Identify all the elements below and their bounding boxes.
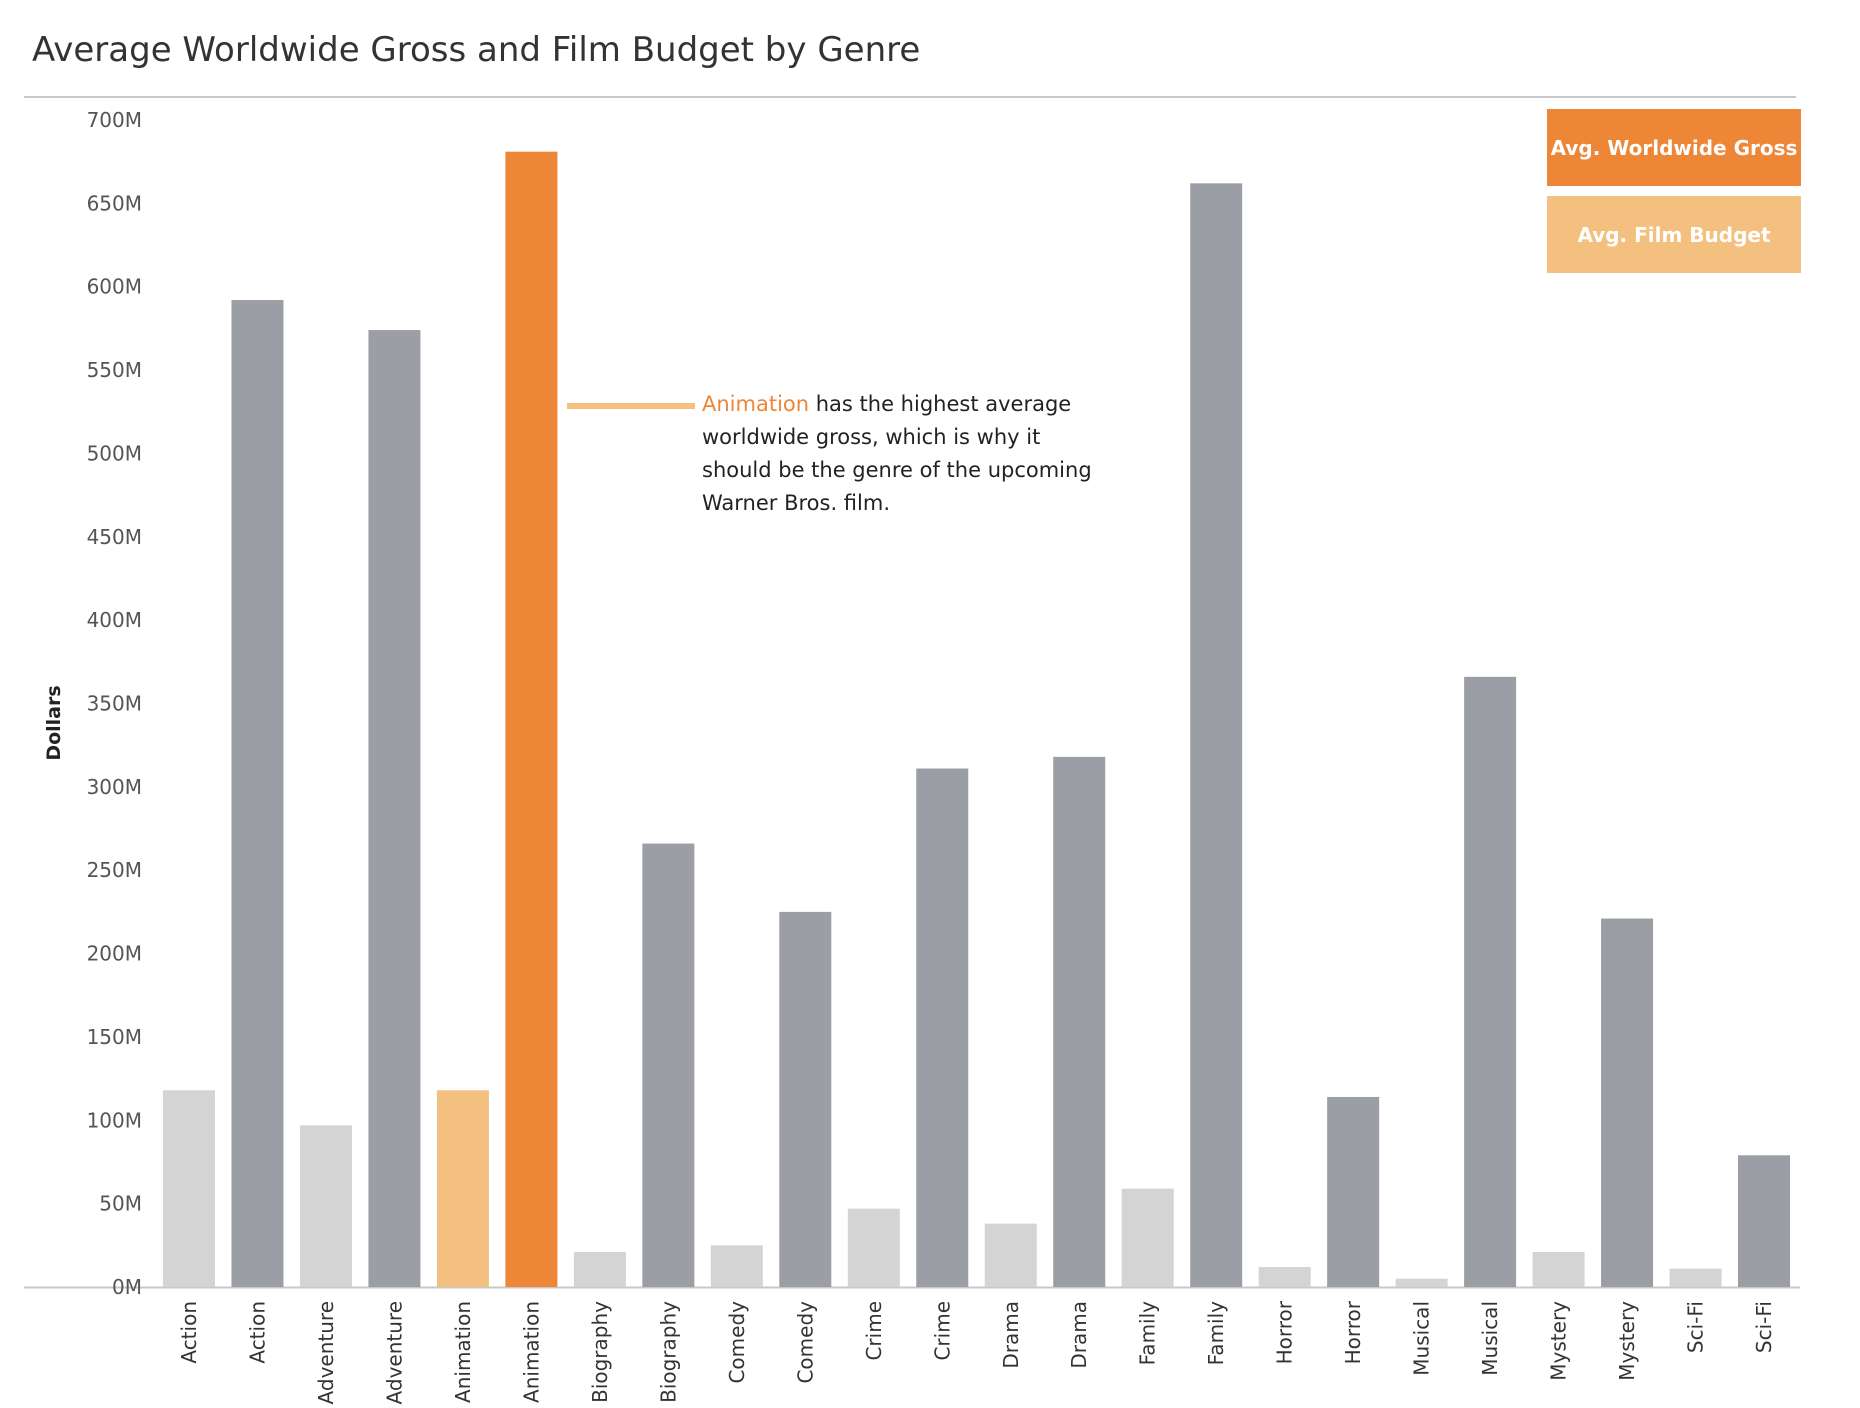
bar-sci-fi-budget[interactable] [1669,1268,1722,1287]
bar-drama-budget[interactable] [984,1223,1037,1287]
x-tick-label: Crime [930,1301,954,1361]
y-tick-label: 0M [112,1275,142,1299]
bar-mystery-budget[interactable] [1532,1251,1585,1287]
y-tick-label: 500M [87,441,142,465]
x-tick-label: Musical [1410,1301,1434,1376]
bar-action-budget[interactable] [163,1090,215,1287]
bar-comedy-gross[interactable] [779,911,832,1287]
bar-crime-gross[interactable] [916,768,969,1287]
x-tick-label: Horror [1273,1300,1297,1364]
bars-layer [163,151,1791,1288]
bar-musical-budget[interactable] [1395,1278,1448,1287]
y-tick-label: 300M [87,775,142,799]
bar-sci-fi-gross[interactable] [1738,1155,1791,1287]
y-tick-label: 200M [87,942,142,966]
x-tick-label: Sci-Fi [1752,1301,1776,1353]
y-tick-label: 600M [87,275,142,299]
annotation-body: has the highest average worldwide gross,… [702,392,1092,515]
x-tick-label: Action [177,1301,201,1364]
bar-biography-gross[interactable] [642,843,695,1287]
bar-drama-gross[interactable] [1053,756,1106,1287]
bar-crime-budget[interactable] [847,1208,900,1287]
x-tick-label: Animation [451,1301,475,1403]
x-tick-label: Sci-Fi [1684,1301,1708,1353]
bar-action-gross[interactable] [231,300,284,1288]
bar-family-gross[interactable] [1190,183,1243,1287]
x-tick-label: Biography [656,1301,680,1403]
x-tick-label: Action [245,1301,269,1364]
x-tick-label: Adventure [314,1301,338,1404]
x-tick-label: Biography [588,1301,612,1403]
bar-horror-gross[interactable] [1327,1096,1380,1287]
x-tick-label: Mystery [1615,1301,1639,1381]
bar-mystery-gross[interactable] [1601,918,1654,1287]
x-tick-label: Mystery [1547,1301,1571,1381]
y-tick-label: 450M [87,525,142,549]
bar-adventure-gross[interactable] [368,330,421,1287]
y-tick-label: 50M [99,1192,142,1216]
y-tick-label: 700M [87,108,142,132]
legend-label-budget: Avg. Film Budget [1577,222,1771,247]
x-tick-label: Adventure [382,1301,406,1404]
x-tick-label: Animation [519,1301,543,1403]
annotation-highlight: Animation [702,392,810,416]
legend-label-gross: Avg. Worldwide Gross [1550,135,1798,160]
legend-item-avg-worldwide-gross[interactable]: Avg. Worldwide Gross [1547,109,1801,186]
y-tick-label: 150M [87,1025,142,1049]
bar-adventure-budget[interactable] [299,1125,352,1287]
x-tick-label: Musical [1478,1301,1502,1376]
x-tick-label: Horror [1341,1300,1365,1364]
tick-labels-layer: 0M 50M 100M 150M 200M 250M 300M 350M 400M 450M 500… [87,108,1776,1404]
y-tick-label: 250M [87,858,142,882]
x-tick-label: Drama [999,1301,1023,1369]
annotation-text: Animation has the highest average worldw… [702,388,1102,520]
y-tick-label: 650M [87,191,142,215]
y-tick-label: 550M [87,358,142,382]
x-tick-label: Crime [862,1301,886,1361]
bar-musical-gross[interactable] [1464,676,1517,1287]
y-tick-label: 100M [87,1108,142,1132]
y-tick-label: 350M [87,692,142,716]
bar-animation-gross[interactable] [505,151,558,1287]
legend-item-avg-film-budget[interactable]: Avg. Film Budget [1547,196,1801,273]
bar-biography-budget[interactable] [573,1251,626,1287]
bar-horror-budget[interactable] [1258,1266,1311,1287]
title-divider [24,96,1796,98]
chart-title: Average Worldwide Gross and Film Budget … [32,30,921,70]
x-tick-label: Family [1136,1301,1160,1366]
y-tick-label: 400M [87,608,142,632]
x-tick-label: Family [1204,1301,1228,1366]
x-tick-label: Drama [1067,1301,1091,1369]
bar-comedy-budget[interactable] [710,1245,763,1287]
x-tick-label: Comedy [725,1301,749,1384]
y-axis-label: Dollars [43,685,65,760]
x-tick-label: Comedy [793,1301,817,1384]
bar-animation-budget[interactable] [436,1090,489,1287]
bar-family-budget[interactable] [1121,1188,1174,1287]
